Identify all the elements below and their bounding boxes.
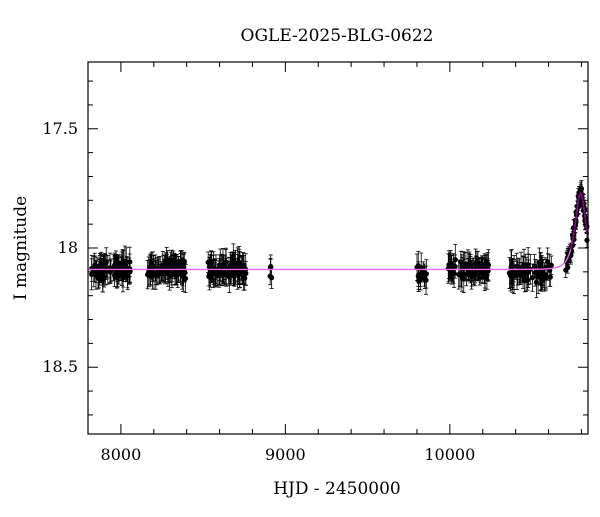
y-tick-label: 18.5 [42,357,78,376]
data-point [415,273,421,279]
data-point [578,187,584,193]
x-tick-label: 9000 [265,445,306,464]
model-curve-peak [569,192,589,250]
data-point [524,277,531,283]
data-point [467,260,474,267]
x-tick-label: 8000 [101,445,142,464]
data-point [100,264,106,270]
data-point [421,272,427,278]
data-point [182,275,189,282]
data-point [469,270,475,276]
data-point [445,265,451,272]
x-axis-label: HJD - 2450000 [273,479,401,499]
data-point [415,263,421,269]
data-point [268,263,274,270]
axis-ticks: 8000 9000 10000 17.5 18 18.5 [42,62,588,464]
data-point [511,269,517,276]
x-tick-label: 10000 [424,445,475,464]
data-point [460,261,466,268]
data-point [160,264,166,270]
data-point [242,275,248,281]
data-point [165,270,171,276]
model-layer [88,192,589,271]
data-point [506,270,513,276]
data-point [107,269,113,275]
data-point [532,270,538,276]
data-point [219,263,225,269]
data-point [120,274,126,281]
data-point [91,268,97,275]
data-point [175,262,181,268]
data-point [236,269,242,275]
data-point [537,270,543,276]
plot-frame [87,61,589,435]
data-point [525,261,531,268]
data-layer [89,180,590,299]
data-point [208,264,215,270]
data-point [485,262,492,268]
data-point [227,263,234,269]
model-curve [88,192,589,271]
data-point [516,270,522,276]
chart-title: OGLE-2025-BLG-0622 [241,26,434,46]
data-point [182,270,188,276]
y-axis-label: I magnitude [11,196,31,300]
data-point [565,264,571,271]
data-point [118,265,124,271]
data-point [547,274,553,280]
data-point [148,262,155,268]
data-point [267,273,273,279]
data-point [532,263,538,269]
y-tick-label: 18 [58,238,78,257]
data-point [112,264,118,270]
data-point [548,262,554,268]
data-point [124,271,131,277]
data-point [584,237,590,243]
data-point [543,275,549,281]
data-point [96,269,103,275]
data-point [529,275,536,281]
y-tick-label: 17.5 [42,119,78,138]
data-point [452,263,458,270]
data-point [116,272,122,278]
